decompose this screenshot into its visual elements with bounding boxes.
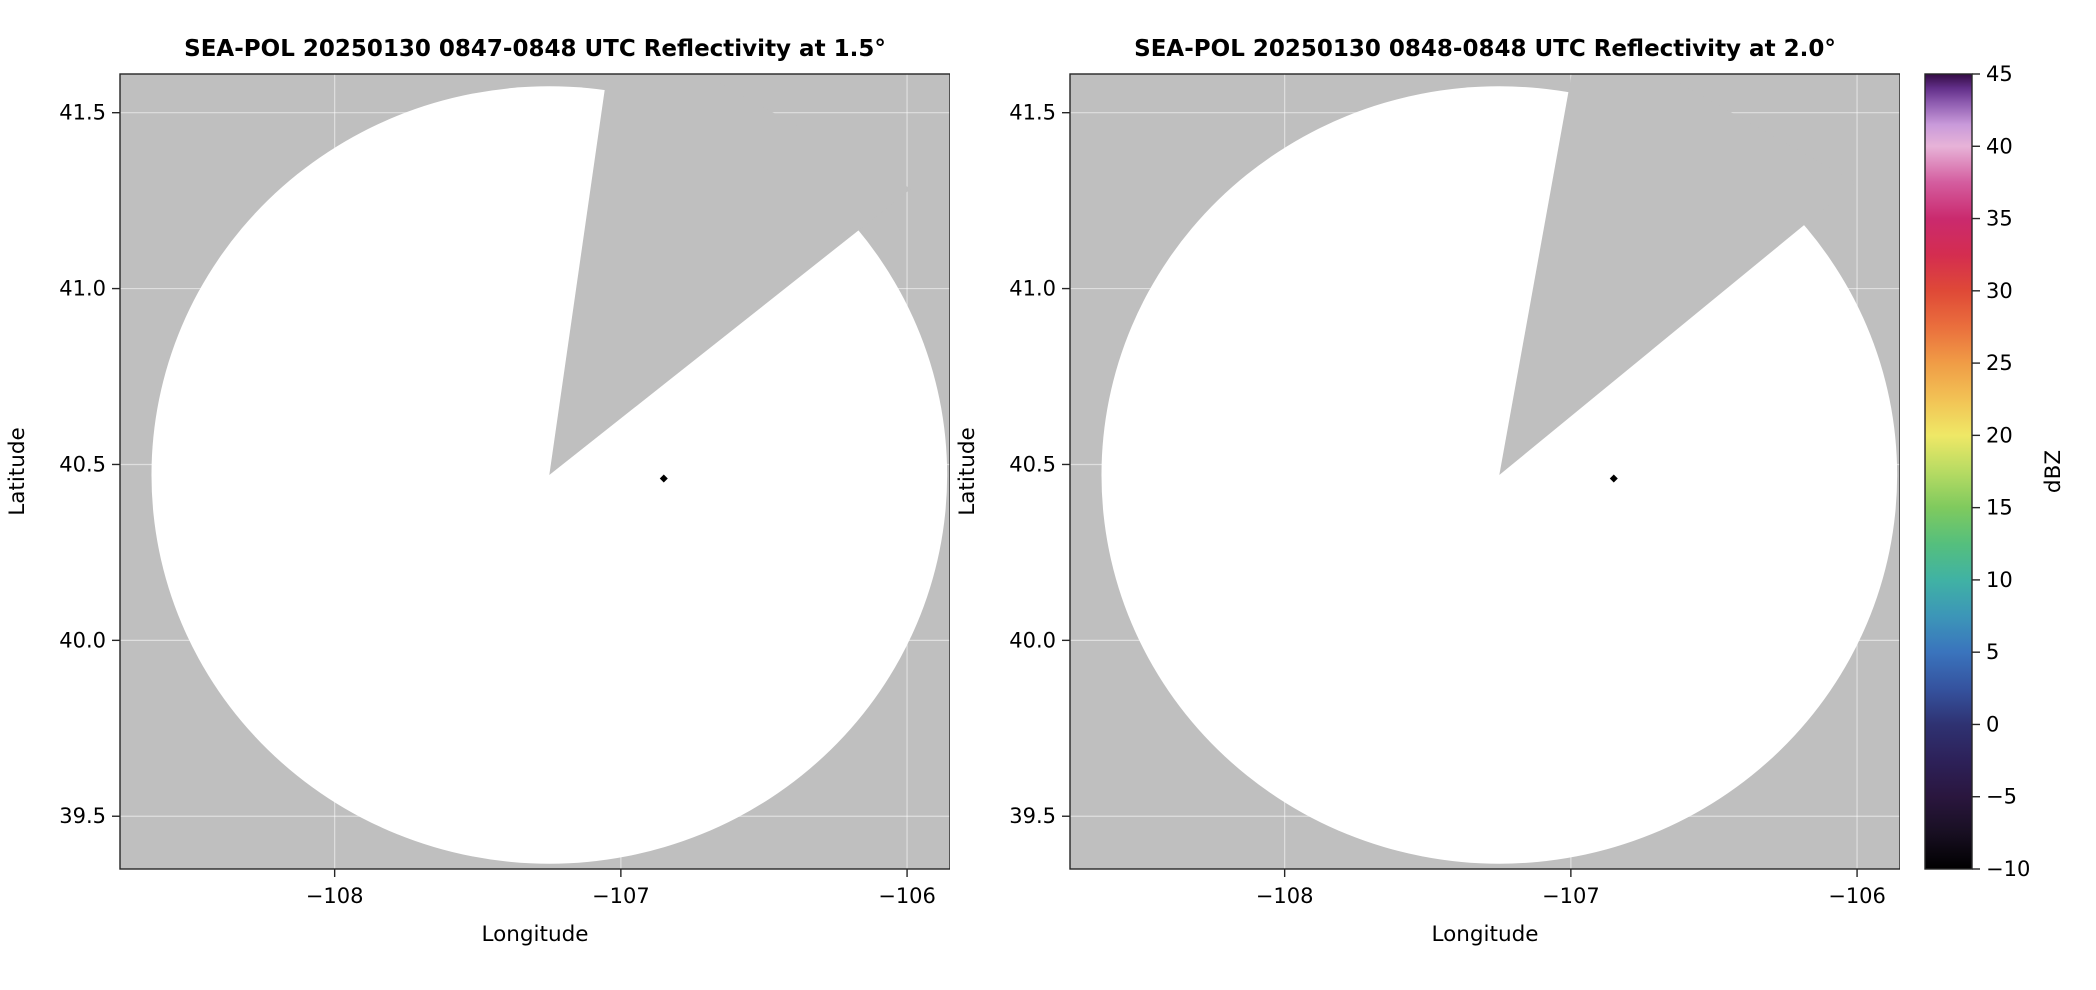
colorbar-tick-label: 15 [1986, 496, 2013, 520]
x-tick-label: −106 [878, 884, 936, 908]
blocked-sector-wedge [549, 74, 912, 476]
y-tick-label: 41.5 [1009, 101, 1056, 125]
y-tick-label: 40.5 [59, 452, 106, 476]
colorbar-tick-label: 35 [1986, 207, 2013, 231]
plot-title: SEA-POL 20250130 0848-0848 UTC Reflectiv… [1134, 36, 1836, 62]
y-tick-label: 40.0 [1009, 628, 1056, 652]
plot-area [1070, 74, 1900, 869]
echo-point [659, 474, 668, 483]
x-tick-label: −108 [306, 884, 364, 908]
radar-panel-left: −108 −107 −106 39.5 40.0 40.5 41.0 41.5 SEA-POL … [5, 36, 950, 947]
x-axis-label: Longitude [482, 922, 589, 947]
y-axis-label: Latitude [955, 427, 980, 516]
x-tick-label: −107 [592, 884, 650, 908]
x-tick-label: −107 [1542, 884, 1600, 908]
y-tick-label: 41.5 [59, 101, 106, 125]
x-tick-label: −106 [1828, 884, 1886, 908]
colorbar-tick-label: 20 [1986, 423, 2013, 447]
colorbar-gradient [1924, 73, 1973, 870]
plot-border [1069, 73, 1900, 870]
colorbar-tick-label: 45 [1986, 62, 2013, 86]
y-tick-label: 39.5 [1009, 804, 1056, 828]
colorbar-tick-label: 25 [1986, 351, 2013, 375]
colorbar: −10 −5 0 5 10 15 20 25 30 35 40 45 dBZ [1924, 62, 2066, 881]
radar-panel-right: −108 −107 −106 39.5 40.0 40.5 41.0 41.5 SEA-POL … [955, 36, 1900, 947]
colorbar-tick-label: −10 [1986, 857, 2030, 881]
colorbar-label: dBZ [2041, 450, 2066, 493]
colorbar-tick-label: 30 [1986, 279, 2013, 303]
y-axis-label: Latitude [5, 427, 30, 516]
colorbar-tick-label: 5 [1986, 640, 1999, 664]
plot-border [119, 73, 950, 870]
colorbar-tick-label: 40 [1986, 134, 2013, 158]
y-tick-label: 39.5 [59, 804, 106, 828]
plot-area [120, 74, 950, 869]
x-tick-label: −108 [1256, 884, 1314, 908]
echo-point [1609, 474, 1618, 483]
colorbar-tick-label: 10 [1986, 568, 2013, 592]
y-tick-label: 40.0 [59, 628, 106, 652]
plot-title: SEA-POL 20250130 0847-0848 UTC Reflectiv… [184, 36, 886, 62]
colorbar-tick-label: −5 [1986, 785, 2017, 809]
y-tick-label: 40.5 [1009, 452, 1056, 476]
x-axis-label: Longitude [1432, 922, 1539, 947]
colorbar-tick-label: 0 [1986, 712, 1999, 736]
y-tick-label: 41.0 [1009, 277, 1056, 301]
blocked-sector-wedge [1499, 74, 1856, 476]
y-tick-label: 41.0 [59, 277, 106, 301]
